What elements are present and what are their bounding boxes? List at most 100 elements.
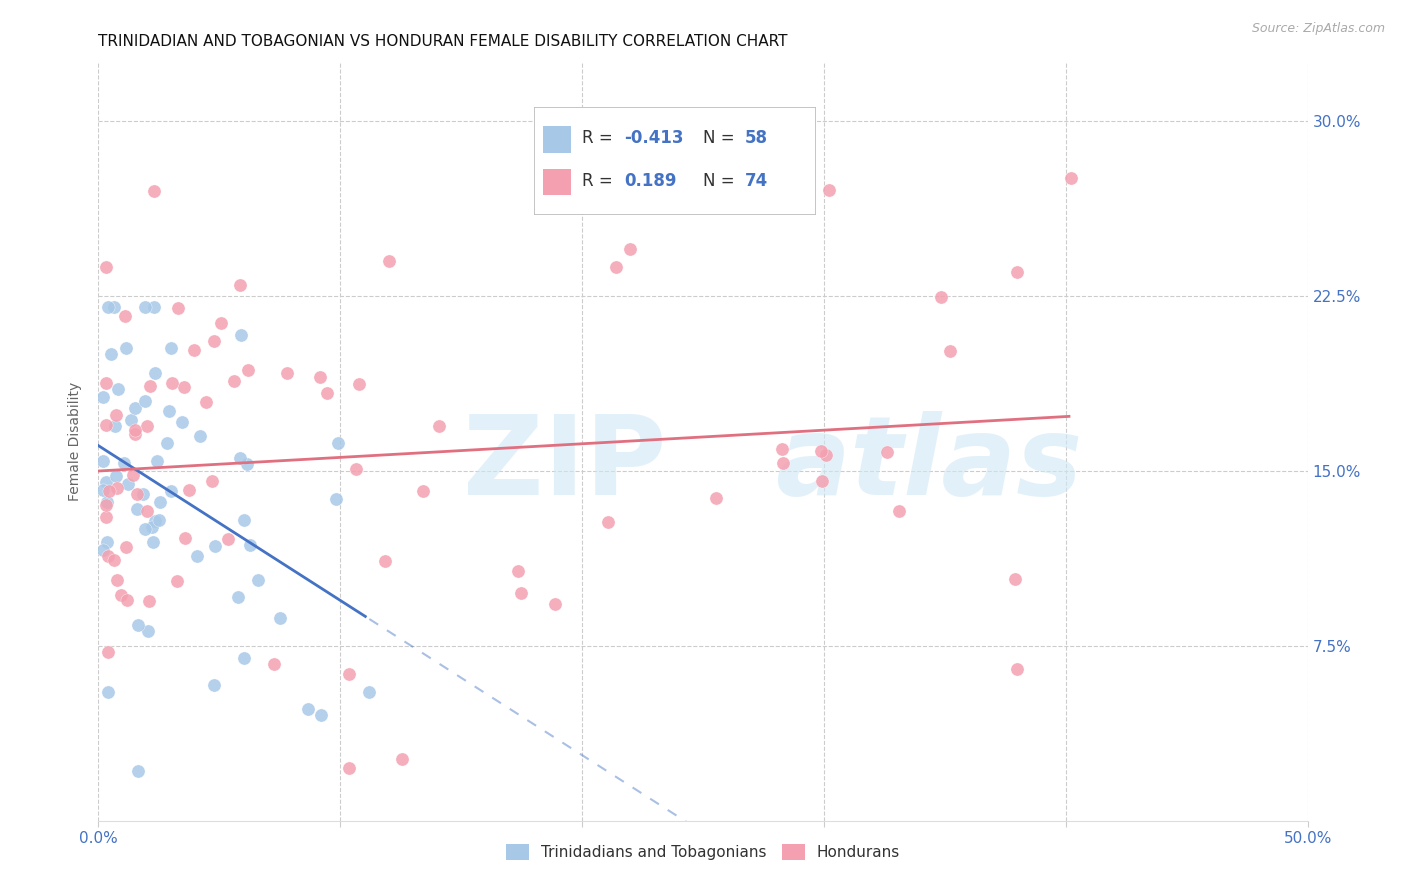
Point <box>811 474 834 488</box>
Point <box>94 475 117 490</box>
Point <box>112 456 135 470</box>
Point <box>204 539 226 553</box>
Point <box>391 752 413 766</box>
Point <box>127 501 149 516</box>
Point <box>97 685 120 699</box>
Point <box>1007 265 1029 279</box>
Point <box>229 451 252 466</box>
Point <box>114 309 136 323</box>
Point <box>201 474 224 488</box>
Point <box>818 183 841 197</box>
Point <box>97 549 120 563</box>
Point <box>134 522 156 536</box>
Point <box>94 376 117 390</box>
Point <box>605 260 627 275</box>
Point <box>427 419 450 434</box>
Text: R =: R = <box>582 171 619 190</box>
Point <box>103 301 125 315</box>
Point <box>115 540 138 554</box>
Point <box>97 645 120 659</box>
Text: 74: 74 <box>745 171 769 190</box>
Point <box>374 554 396 568</box>
Point <box>177 483 200 497</box>
Text: R =: R = <box>582 128 619 147</box>
Text: Source: ZipAtlas.com: Source: ZipAtlas.com <box>1251 22 1385 36</box>
Point <box>596 516 619 530</box>
Point <box>204 334 226 348</box>
Point <box>217 532 239 546</box>
Point <box>377 253 399 268</box>
Point <box>1007 662 1029 676</box>
Point <box>124 401 146 415</box>
Point <box>124 427 146 442</box>
Point <box>94 498 117 512</box>
Point <box>125 487 148 501</box>
Point <box>309 369 332 384</box>
Point <box>157 404 180 418</box>
Point <box>309 707 332 722</box>
Point <box>186 549 208 564</box>
Point <box>269 611 291 625</box>
Text: 58: 58 <box>745 128 768 147</box>
Point <box>276 367 298 381</box>
Point <box>815 449 838 463</box>
Point <box>222 374 245 388</box>
Point <box>235 457 257 471</box>
Point <box>145 366 167 380</box>
Point <box>143 184 166 198</box>
Point <box>938 344 960 359</box>
Point <box>96 535 118 549</box>
Point <box>100 347 122 361</box>
Point <box>91 543 114 558</box>
Point <box>173 380 195 394</box>
Point <box>162 376 184 391</box>
Point <box>104 408 127 422</box>
Bar <box>543 126 571 153</box>
Point <box>544 598 567 612</box>
Point <box>94 260 117 274</box>
Point <box>104 419 127 434</box>
Point <box>263 657 285 671</box>
Point <box>115 341 138 355</box>
Point <box>239 538 262 552</box>
Text: 0.189: 0.189 <box>624 171 676 190</box>
Point <box>127 764 149 778</box>
Point <box>326 435 349 450</box>
Legend: Trinidadians and Tobagonians, Hondurans: Trinidadians and Tobagonians, Hondurans <box>499 838 907 866</box>
Point <box>236 363 259 377</box>
Point <box>166 574 188 588</box>
Point <box>105 482 128 496</box>
Point <box>929 290 952 304</box>
Text: N =: N = <box>703 171 740 190</box>
Point <box>174 531 197 545</box>
Point <box>115 593 138 607</box>
Point <box>155 435 177 450</box>
Point <box>167 301 190 315</box>
Point <box>142 534 165 549</box>
Point <box>107 382 129 396</box>
Point <box>160 341 183 355</box>
Point <box>138 594 160 608</box>
Point <box>136 419 159 434</box>
Point <box>148 513 170 527</box>
Point <box>344 462 367 476</box>
Point <box>136 503 159 517</box>
Point <box>172 415 194 429</box>
Point <box>704 491 727 506</box>
Point <box>104 469 127 483</box>
Point <box>110 588 132 602</box>
Point <box>183 343 205 357</box>
Point <box>325 491 347 506</box>
Point <box>1004 572 1026 586</box>
Point <box>337 761 360 775</box>
Point <box>98 484 121 499</box>
Point <box>139 379 162 393</box>
Y-axis label: Female Disability: Female Disability <box>69 382 83 501</box>
Point <box>91 454 114 468</box>
Point <box>146 454 169 468</box>
Point <box>772 456 794 470</box>
Point <box>121 467 143 482</box>
Point <box>297 702 319 716</box>
Point <box>159 483 181 498</box>
Point <box>229 327 252 342</box>
